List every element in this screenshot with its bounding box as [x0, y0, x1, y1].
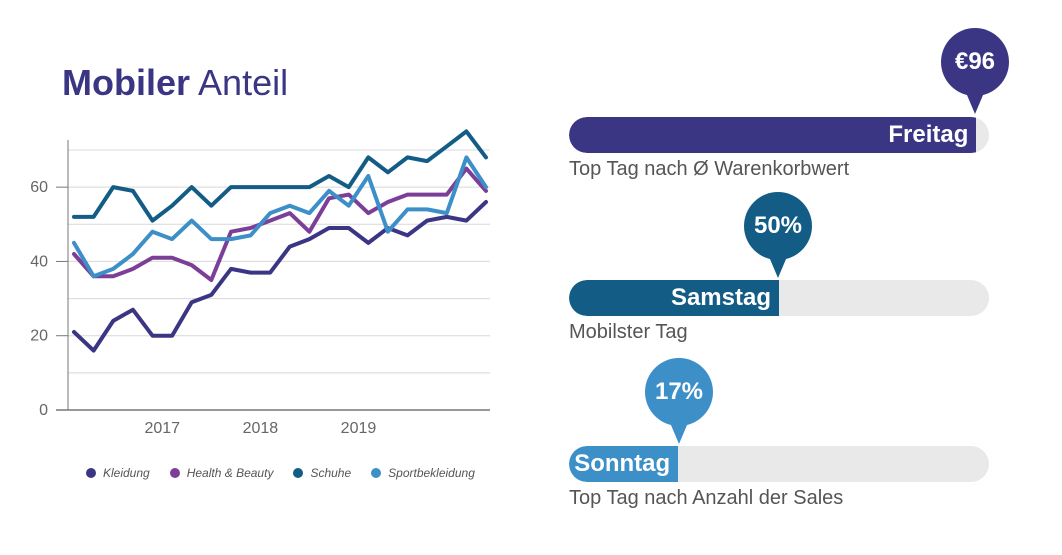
- title-bold: Mobiler: [62, 62, 191, 103]
- value-pin-samstag: 50%: [743, 192, 813, 278]
- legend-dot-schuhe: [293, 468, 304, 478]
- y-tick-label: 20: [30, 328, 48, 345]
- x-tick-label: 2017: [144, 420, 180, 437]
- legend-item-schuhe: Schuhe: [293, 466, 351, 480]
- legend-label-kleidung: Kleidung: [103, 466, 150, 480]
- bar-track-samstag: Samstag: [569, 280, 989, 316]
- value-samstag: 50%: [753, 212, 803, 239]
- y-tick-label: 60: [30, 179, 48, 196]
- chart-title: Mobiler Anteil: [62, 62, 288, 104]
- chart-legend: Kleidung Health & Beauty Schuhe Sportbek…: [86, 466, 475, 480]
- bar-fill-freitag: Freitag: [569, 117, 977, 153]
- value-freitag: €96: [954, 48, 996, 75]
- value-pin-freitag: €96: [940, 28, 1010, 114]
- caption-sonntag: Top Tag nach Anzahl der Sales: [569, 487, 844, 509]
- x-tick-label: 2018: [243, 420, 279, 437]
- pin-shape-samstag: [744, 192, 812, 278]
- legend-item-health-beauty: Health & Beauty: [169, 466, 274, 480]
- caption-freitag: Top Tag nach Ø Warenkorbwert: [569, 158, 850, 180]
- bar-track-sonntag: Sonntag: [569, 446, 989, 482]
- bar-label-freitag: Freitag: [888, 121, 969, 148]
- x-tick-label: 2019: [341, 420, 377, 437]
- legend-item-sportbekleidung: Sportbekleidung: [371, 466, 475, 480]
- bar-label-samstag: Samstag: [670, 284, 771, 311]
- caption-samstag: Mobilster Tag: [569, 321, 688, 343]
- y-tick-label: 40: [30, 253, 48, 270]
- series-line-schuhe: [72, 129, 488, 223]
- bar-label-sonntag: Sonntag: [574, 450, 671, 477]
- line-chart: 0 20 40 60 2017 2018 2019: [30, 129, 490, 437]
- legend-label-schuhe: Schuhe: [310, 466, 352, 480]
- legend-item-kleidung: Kleidung: [86, 466, 150, 480]
- pin-shape-freitag: [941, 28, 1009, 114]
- bar-track-freitag: Freitag: [569, 117, 989, 153]
- series-line-sportbekleidung: [72, 155, 488, 279]
- value-sonntag: 17%: [654, 378, 704, 405]
- legend-dot-kleidung: [86, 468, 96, 478]
- series-line-kleidung: [72, 200, 488, 353]
- bar-fill-sonntag: Sonntag: [569, 446, 679, 482]
- legend-label-health-beauty: Health & Beauty: [186, 466, 274, 480]
- legend-label-sportbekleidung: Sportbekleidung: [388, 466, 475, 480]
- pin-shape-sonntag: [645, 358, 713, 444]
- value-pin-sonntag: 17%: [644, 358, 714, 444]
- legend-dot-sportbekleidung: [371, 468, 382, 478]
- series-line-health-beauty: [72, 166, 488, 282]
- legend-dot-health-beauty: [169, 468, 180, 478]
- title-light: Anteil: [198, 62, 289, 103]
- bar-fill-samstag: Samstag: [569, 280, 779, 316]
- y-tick-label: 0: [39, 402, 48, 419]
